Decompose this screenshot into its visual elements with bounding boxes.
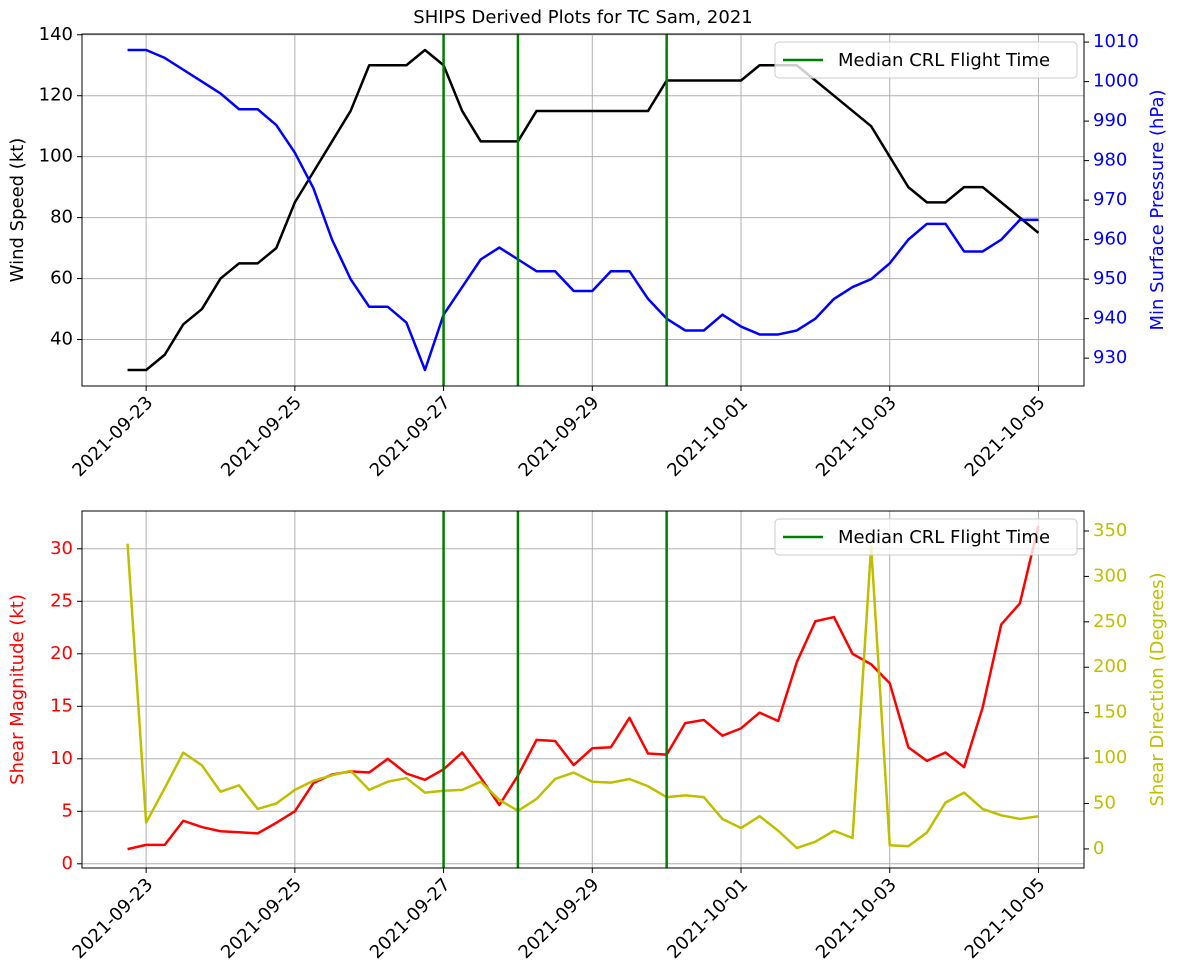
y2-tick-label: 300 <box>1093 565 1127 586</box>
x-tick-label: 2021-10-05 <box>961 392 1050 481</box>
y2-tick-label: 1010 <box>1093 31 1139 52</box>
x-tick-label: 2021-10-05 <box>961 874 1050 963</box>
y2-tick-label: 100 <box>1093 747 1127 768</box>
y-tick-label: 15 <box>50 695 73 716</box>
legend-label: Median CRL Flight Time <box>838 50 1050 71</box>
y-tick-label: 0 <box>62 853 73 874</box>
legend: Median CRL Flight Time <box>774 518 1078 556</box>
legend-box <box>774 518 1078 556</box>
x-tick-label: 2021-09-23 <box>68 874 157 963</box>
x-tick-label: 2021-10-03 <box>812 874 901 963</box>
x-tick-label: 2021-10-01 <box>663 392 752 481</box>
x-tick-label: 2021-09-23 <box>68 392 157 481</box>
y-tick-label: 20 <box>50 643 73 664</box>
y2-tick-label: 0 <box>1093 838 1104 859</box>
y-axis-label: Shear Magnitude (kt) <box>7 594 28 785</box>
y2-tick-label: 960 <box>1093 229 1127 250</box>
x-tick-label: 2021-10-03 <box>812 392 901 481</box>
y-tick-label: 120 <box>39 85 73 106</box>
data-line <box>127 525 1040 851</box>
y-tick-label: 100 <box>39 146 73 167</box>
y-tick-label: 25 <box>50 590 73 611</box>
x-tick-label: 2021-10-01 <box>663 874 752 963</box>
y-tick-label: 80 <box>50 207 73 228</box>
x-tick-label: 2021-09-27 <box>366 392 455 481</box>
y-tick-label: 140 <box>39 24 73 45</box>
y2-tick-label: 1000 <box>1093 71 1139 92</box>
legend-box <box>774 41 1078 79</box>
y-tick-label: 40 <box>50 329 73 350</box>
y2-tick-label: 970 <box>1093 189 1127 210</box>
data-line <box>127 48 1039 372</box>
x-tick-label: 2021-09-29 <box>515 874 604 963</box>
y2-tick-label: 950 <box>1093 268 1127 289</box>
y2-tick-label: 930 <box>1093 347 1127 368</box>
axes-frame <box>81 510 1085 869</box>
data-line <box>127 48 1040 372</box>
y-tick-label: 5 <box>62 800 73 821</box>
axes-frame <box>81 33 1085 387</box>
legend: Median CRL Flight Time <box>774 41 1078 79</box>
legend-label: Median CRL Flight Time <box>838 527 1050 548</box>
y2-tick-label: 940 <box>1093 308 1127 329</box>
y-axis-label: Wind Speed (kt) <box>7 138 28 283</box>
x-tick-label: 2021-09-29 <box>515 392 604 481</box>
chart-title: SHIPS Derived Plots for TC Sam, 2021 <box>413 7 752 28</box>
data-line <box>126 543 1039 850</box>
y2-tick-label: 200 <box>1093 656 1127 677</box>
x-tick-label: 2021-09-25 <box>217 874 306 963</box>
y2-tick-label: 50 <box>1093 793 1116 814</box>
x-tick-label: 2021-09-27 <box>366 874 455 963</box>
y-tick-label: 30 <box>50 538 73 559</box>
y2-axis-label: Shear Direction (Degrees) <box>1147 572 1168 806</box>
x-tick-label: 2021-09-25 <box>217 392 306 481</box>
y2-tick-label: 350 <box>1093 520 1127 541</box>
y2-tick-label: 980 <box>1093 150 1127 171</box>
y2-tick-label: 250 <box>1093 611 1127 632</box>
y-tick-label: 60 <box>50 268 73 289</box>
y2-axis-label: Min Surface Pressure (hPa) <box>1147 89 1168 330</box>
y2-tick-label: 990 <box>1093 110 1127 131</box>
y2-tick-label: 150 <box>1093 702 1127 723</box>
y-tick-label: 10 <box>50 748 73 769</box>
